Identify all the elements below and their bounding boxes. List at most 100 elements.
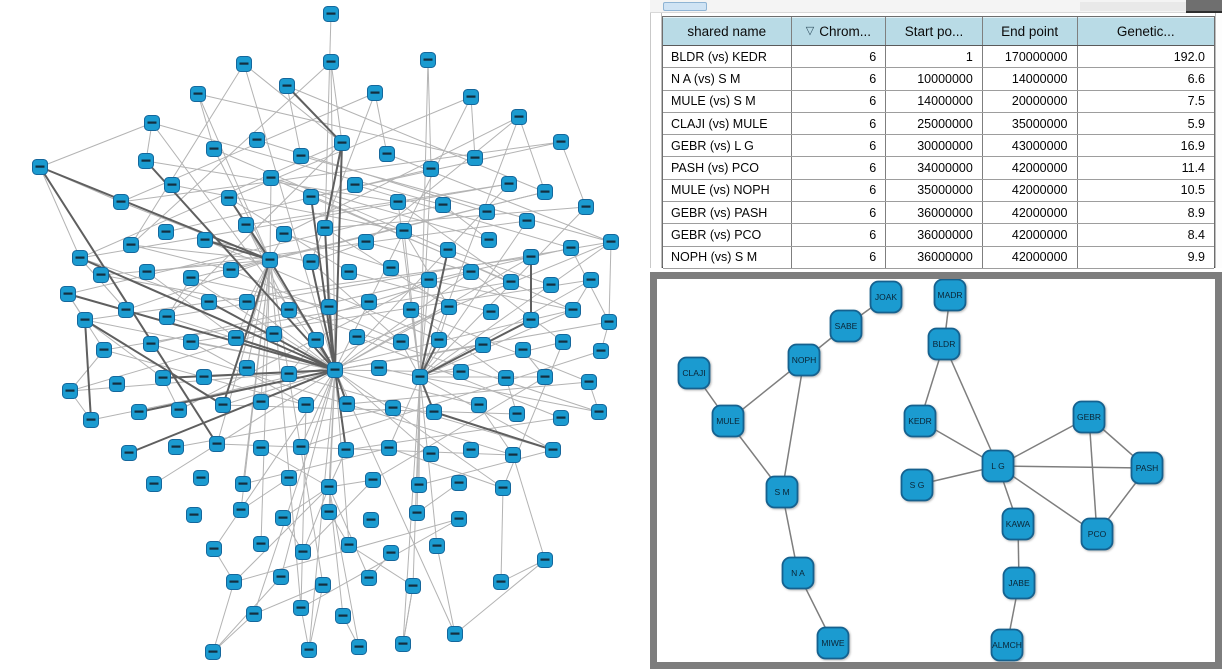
network-node[interactable] bbox=[421, 272, 437, 288]
network-node[interactable] bbox=[423, 446, 439, 462]
table-cell[interactable]: 6 bbox=[792, 179, 887, 202]
network-node[interactable] bbox=[321, 504, 337, 520]
network-node[interactable] bbox=[281, 470, 297, 486]
table-row[interactable]: BLDR (vs) KEDR 6 1 170000000 192.0 bbox=[663, 46, 1214, 69]
table-row[interactable]: PASH (vs) PCO 6 34000000 42000000 11.4 bbox=[663, 157, 1214, 180]
network-node[interactable] bbox=[293, 600, 309, 616]
table-cell[interactable]: PASH (vs) PCO bbox=[663, 157, 792, 179]
network-node[interactable] bbox=[315, 577, 331, 593]
subnetwork-node-bldr[interactable]: BLDR bbox=[927, 327, 961, 361]
network-node[interactable] bbox=[453, 364, 469, 380]
network-node[interactable] bbox=[295, 544, 311, 560]
network-node[interactable] bbox=[253, 394, 269, 410]
table-cell[interactable]: BLDR (vs) KEDR bbox=[663, 46, 792, 68]
table-cell[interactable]: 6 bbox=[792, 246, 887, 268]
column-header-startpo[interactable]: Start po... bbox=[886, 17, 983, 45]
table-cell[interactable]: 10.5 bbox=[1180, 183, 1205, 198]
table-cell[interactable]: MULE (vs) NOPH bbox=[663, 179, 792, 202]
network-node[interactable] bbox=[365, 472, 381, 488]
table-cell[interactable]: GEBR (vs) L G bbox=[663, 135, 792, 157]
network-node[interactable] bbox=[483, 304, 499, 320]
network-node[interactable] bbox=[361, 294, 377, 310]
subnetwork-node-sm[interactable]: S M bbox=[765, 475, 799, 509]
network-node[interactable] bbox=[451, 475, 467, 491]
table-cell[interactable]: 14000000 bbox=[886, 90, 983, 112]
network-node[interactable] bbox=[503, 274, 519, 290]
table-cell[interactable]: 42000000 bbox=[983, 157, 1078, 179]
network-node[interactable] bbox=[143, 336, 159, 352]
table-cell[interactable]: GEBR (vs) PCO bbox=[663, 224, 792, 246]
network-node[interactable] bbox=[275, 510, 291, 526]
network-node[interactable] bbox=[327, 362, 343, 378]
table-cell[interactable]: NOPH (vs) S M bbox=[663, 246, 792, 268]
network-node[interactable] bbox=[361, 570, 377, 586]
network-node[interactable] bbox=[451, 511, 467, 527]
network-node[interactable] bbox=[463, 442, 479, 458]
table-cell[interactable]: 6 bbox=[792, 112, 887, 135]
network-node[interactable] bbox=[266, 326, 282, 342]
column-header-endpoint[interactable]: End point bbox=[983, 17, 1078, 45]
table-row[interactable]: N A (vs) S M 6 10000000 14000000 6.6 bbox=[663, 68, 1214, 91]
column-header-chrom[interactable]: ▽ Chrom... bbox=[792, 17, 887, 45]
network-node[interactable] bbox=[168, 439, 184, 455]
network-node[interactable] bbox=[246, 606, 262, 622]
table-cell[interactable]: 42000000 bbox=[983, 202, 1078, 224]
network-node[interactable] bbox=[583, 272, 599, 288]
network-node[interactable] bbox=[190, 86, 206, 102]
network-node[interactable] bbox=[537, 184, 553, 200]
network-node[interactable] bbox=[523, 312, 539, 328]
network-node[interactable] bbox=[235, 476, 251, 492]
network-node[interactable] bbox=[515, 342, 531, 358]
network-node[interactable] bbox=[293, 148, 309, 164]
network-node[interactable] bbox=[321, 299, 337, 315]
network-node[interactable] bbox=[183, 334, 199, 350]
table-row[interactable]: MULE (vs) NOPH 6 35000000 42000000 10.5 bbox=[663, 179, 1214, 203]
network-edge[interactable] bbox=[997, 465, 1098, 535]
network-node[interactable] bbox=[447, 626, 463, 642]
network-node[interactable] bbox=[339, 396, 355, 412]
network-node[interactable] bbox=[158, 224, 174, 240]
network-node[interactable] bbox=[335, 608, 351, 624]
network-node[interactable] bbox=[381, 440, 397, 456]
network-node[interactable] bbox=[263, 170, 279, 186]
table-cell[interactable]: 42000000 bbox=[983, 224, 1078, 246]
table-row[interactable]: NOPH (vs) S M 6 36000000 42000000 9.9 bbox=[663, 246, 1214, 269]
network-node[interactable] bbox=[543, 277, 559, 293]
network-node[interactable] bbox=[537, 369, 553, 385]
table-cell[interactable]: 14000000 bbox=[983, 68, 1078, 90]
network-node[interactable] bbox=[196, 369, 212, 385]
network-node[interactable] bbox=[96, 342, 112, 358]
table-cell[interactable]: 43000000 bbox=[983, 135, 1078, 157]
network-node[interactable] bbox=[463, 264, 479, 280]
table-cell[interactable]: 35000000 bbox=[983, 112, 1078, 135]
subnetwork-panel[interactable]: JOAK MADR SABE NOPH BLDR CLAJI MULE KEDR GEBR L G… bbox=[650, 272, 1222, 669]
network-node[interactable] bbox=[164, 177, 180, 193]
network-node[interactable] bbox=[146, 476, 162, 492]
network-node[interactable] bbox=[578, 199, 594, 215]
network-node[interactable] bbox=[209, 436, 225, 452]
network-node[interactable] bbox=[239, 360, 255, 376]
subnetwork-node-sabe[interactable]: SABE bbox=[829, 309, 863, 343]
table-cell[interactable]: 8.4 bbox=[1187, 228, 1205, 243]
network-node[interactable] bbox=[379, 146, 395, 162]
network-node[interactable] bbox=[72, 250, 88, 266]
network-node[interactable] bbox=[226, 574, 242, 590]
filter-icon[interactable]: ▽ bbox=[805, 24, 815, 37]
network-node[interactable] bbox=[238, 217, 254, 233]
network-node[interactable] bbox=[32, 159, 48, 175]
network-node[interactable] bbox=[367, 85, 383, 101]
network-node[interactable] bbox=[281, 366, 297, 382]
column-header-sharedname[interactable]: shared name bbox=[663, 17, 792, 45]
table-cell[interactable]: MULE (vs) S M bbox=[663, 90, 792, 112]
network-node[interactable] bbox=[493, 574, 509, 590]
network-node[interactable] bbox=[279, 78, 295, 94]
network-node[interactable] bbox=[341, 264, 357, 280]
table-cell[interactable]: 9.9 bbox=[1187, 250, 1205, 265]
network-node[interactable] bbox=[77, 312, 93, 328]
network-node[interactable] bbox=[431, 332, 447, 348]
network-node[interactable] bbox=[519, 213, 535, 229]
network-node[interactable] bbox=[253, 536, 269, 552]
subnetwork-node-sg[interactable]: S G bbox=[900, 468, 934, 502]
network-node[interactable] bbox=[93, 267, 109, 283]
network-node[interactable] bbox=[523, 249, 539, 265]
